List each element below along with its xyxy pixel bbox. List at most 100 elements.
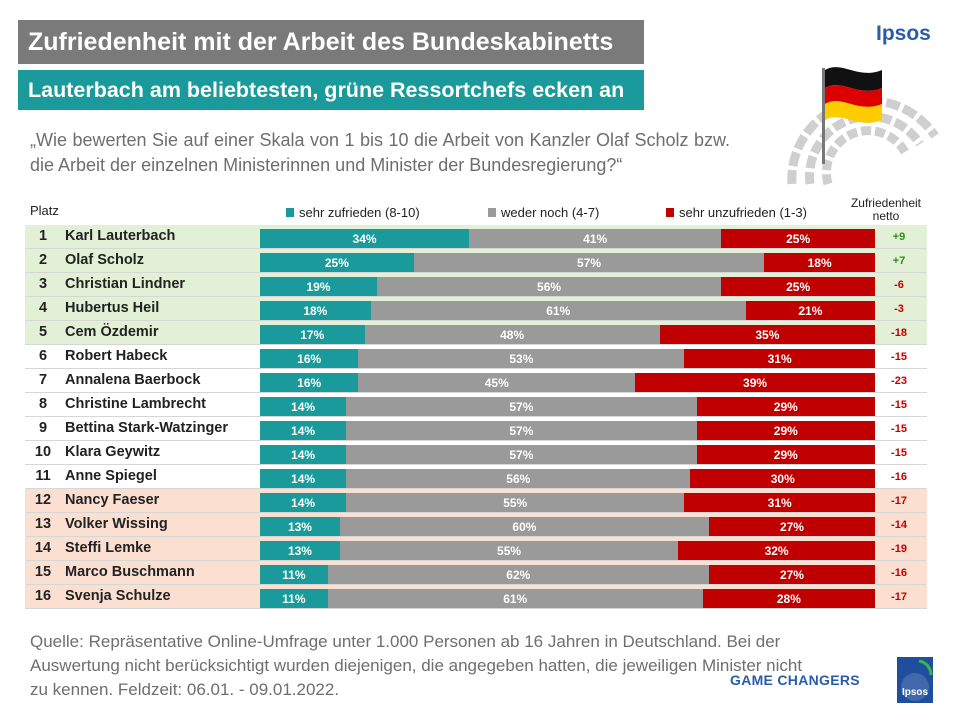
chart-row: 12 Nancy Faeser 14% 55% 31% -17 <box>25 489 927 513</box>
row-minister-name: Hubertus Heil <box>65 300 160 316</box>
bar-segment-satisfied: 25% <box>260 253 414 272</box>
row-rank: 6 <box>38 348 48 364</box>
bundestag-flag-illustration <box>787 67 939 186</box>
bar-segment-unsatisfied: 31% <box>684 493 875 512</box>
chart-row: 3 Christian Lindner 19% 56% 25% -6 <box>25 273 927 297</box>
bar-segment-neutral: 62% <box>327 565 709 584</box>
column-header-net: Zufriedenheit netto <box>850 196 922 223</box>
bar-segment-unsatisfied: 21% <box>745 301 875 320</box>
bar-segment-neutral: 57% <box>413 253 765 272</box>
bar-segment-satisfied: 13% <box>260 541 340 560</box>
row-rank: 3 <box>38 276 48 292</box>
bar-segment-neutral: 56% <box>346 469 691 488</box>
row-net-satisfaction: -14 <box>891 519 907 531</box>
ipsos-logo-text: Ipsos <box>902 687 929 698</box>
chart-row: 9 Bettina Stark-Watzinger 14% 57% 29% -15 <box>25 417 927 441</box>
bar-segment-unsatisfied: 31% <box>684 349 875 368</box>
bar-segment-unsatisfied: 29% <box>696 421 875 440</box>
bar-segment-neutral: 61% <box>370 301 746 320</box>
chart-row: 6 Robert Habeck 16% 53% 31% -15 <box>25 345 927 369</box>
row-rank: 4 <box>38 300 48 316</box>
row-rank: 16 <box>34 588 52 604</box>
bar-segment-unsatisfied: 39% <box>635 373 875 392</box>
bar-segment-satisfied: 34% <box>260 229 470 248</box>
bar-segment-unsatisfied: 18% <box>764 253 875 272</box>
row-rank: 5 <box>38 324 48 340</box>
legend-swatch-neutral <box>488 208 496 217</box>
legend-item-neutral: weder noch (4-7) <box>488 205 599 220</box>
legend-label-satisfied: sehr zufrieden (8-10) <box>299 205 420 220</box>
bar-segment-satisfied: 16% <box>260 349 359 368</box>
row-net-satisfaction: +7 <box>892 255 906 267</box>
stacked-bar: 11% 62% 27% <box>260 565 875 584</box>
row-minister-name: Olaf Scholz <box>65 252 144 268</box>
stacked-bar: 11% 61% 28% <box>260 589 875 608</box>
bar-segment-unsatisfied: 27% <box>708 517 875 536</box>
chart-row: 2 Olaf Scholz 25% 57% 18% +7 <box>25 249 927 273</box>
row-rank: 14 <box>34 540 52 556</box>
row-net-satisfaction: -18 <box>891 327 907 339</box>
chart-row: 4 Hubertus Heil 18% 61% 21% -3 <box>25 297 927 321</box>
row-net-satisfaction: -15 <box>891 399 907 411</box>
legend-swatch-unsatisfied <box>666 208 674 217</box>
row-minister-name: Klara Geywitz <box>65 444 161 460</box>
chart-row: 1 Karl Lauterbach 34% 41% 25% +9 <box>25 225 927 249</box>
row-minister-name: Anne Spiegel <box>65 468 157 484</box>
bar-segment-satisfied: 16% <box>260 373 359 392</box>
row-rank: 2 <box>38 252 48 268</box>
row-rank: 10 <box>34 444 52 460</box>
bar-segment-satisfied: 19% <box>260 277 377 296</box>
chart-title: Zufriedenheit mit der Arbeit des Bundesk… <box>18 20 644 64</box>
row-rank: 15 <box>34 564 52 580</box>
stacked-bar: 13% 60% 27% <box>260 517 875 536</box>
chart-row: 5 Cem Özdemir 17% 48% 35% -18 <box>25 321 927 345</box>
legend-item-unsatisfied: sehr unzufrieden (1-3) <box>666 205 807 220</box>
row-net-satisfaction: -3 <box>894 303 904 315</box>
bar-segment-satisfied: 14% <box>260 469 347 488</box>
row-minister-name: Bettina Stark-Watzinger <box>65 420 229 436</box>
bar-segment-satisfied: 14% <box>260 445 347 464</box>
chart-row: 7 Annalena Baerbock 16% 45% 39% -23 <box>25 369 927 393</box>
row-minister-name: Annalena Baerbock <box>65 372 201 388</box>
chart-row: 14 Steffi Lemke 13% 55% 32% -19 <box>25 537 927 561</box>
bar-segment-unsatisfied: 28% <box>702 589 875 608</box>
bar-segment-satisfied: 11% <box>260 565 328 584</box>
bar-segment-neutral: 55% <box>346 493 685 512</box>
chart-row: 10 Klara Geywitz 14% 57% 29% -15 <box>25 441 927 465</box>
ipsos-brand-text: Ipsos <box>876 22 931 45</box>
stacked-bar: 14% 57% 29% <box>260 397 875 416</box>
bar-segment-neutral: 57% <box>346 445 697 464</box>
chart-row: 16 Svenja Schulze 11% 61% 28% -17 <box>25 585 927 609</box>
bar-segment-neutral: 48% <box>364 325 660 344</box>
game-changers-tagline: GAME CHANGERS <box>730 672 860 688</box>
bar-segment-unsatisfied: 29% <box>696 445 875 464</box>
row-rank: 13 <box>34 516 52 532</box>
row-net-satisfaction: -16 <box>891 567 907 579</box>
row-net-satisfaction: -17 <box>891 495 907 507</box>
stacked-bar: 34% 41% 25% <box>260 229 875 248</box>
bar-segment-satisfied: 17% <box>260 325 365 344</box>
stacked-bar: 16% 45% 39% <box>260 373 875 392</box>
ipsos-logo-icon: Ipsos <box>897 657 933 703</box>
row-rank: 11 <box>35 468 51 484</box>
bar-segment-unsatisfied: 30% <box>690 469 875 488</box>
stacked-bar: 19% 56% 25% <box>260 277 875 296</box>
survey-question: „Wie bewerten Sie auf einer Skala von 1 … <box>30 130 730 175</box>
column-header-rank: Platz <box>30 203 59 218</box>
row-rank: 1 <box>38 228 48 244</box>
bar-segment-unsatisfied: 25% <box>721 229 875 248</box>
legend-label-unsatisfied: sehr unzufrieden (1-3) <box>679 205 807 220</box>
stacked-bar: 25% 57% 18% <box>260 253 875 272</box>
row-minister-name: Marco Buschmann <box>65 564 195 580</box>
bar-segment-neutral: 45% <box>358 373 636 392</box>
stacked-bar: 18% 61% 21% <box>260 301 875 320</box>
bar-segment-neutral: 61% <box>327 589 703 608</box>
bar-segment-satisfied: 14% <box>260 421 347 440</box>
row-rank: 8 <box>38 396 48 412</box>
bar-segment-unsatisfied: 29% <box>696 397 875 416</box>
row-net-satisfaction: -15 <box>891 423 907 435</box>
row-rank: 12 <box>34 492 52 508</box>
row-minister-name: Robert Habeck <box>65 348 168 364</box>
row-net-satisfaction: -23 <box>891 375 907 387</box>
row-minister-name: Christine Lambrecht <box>65 396 206 412</box>
